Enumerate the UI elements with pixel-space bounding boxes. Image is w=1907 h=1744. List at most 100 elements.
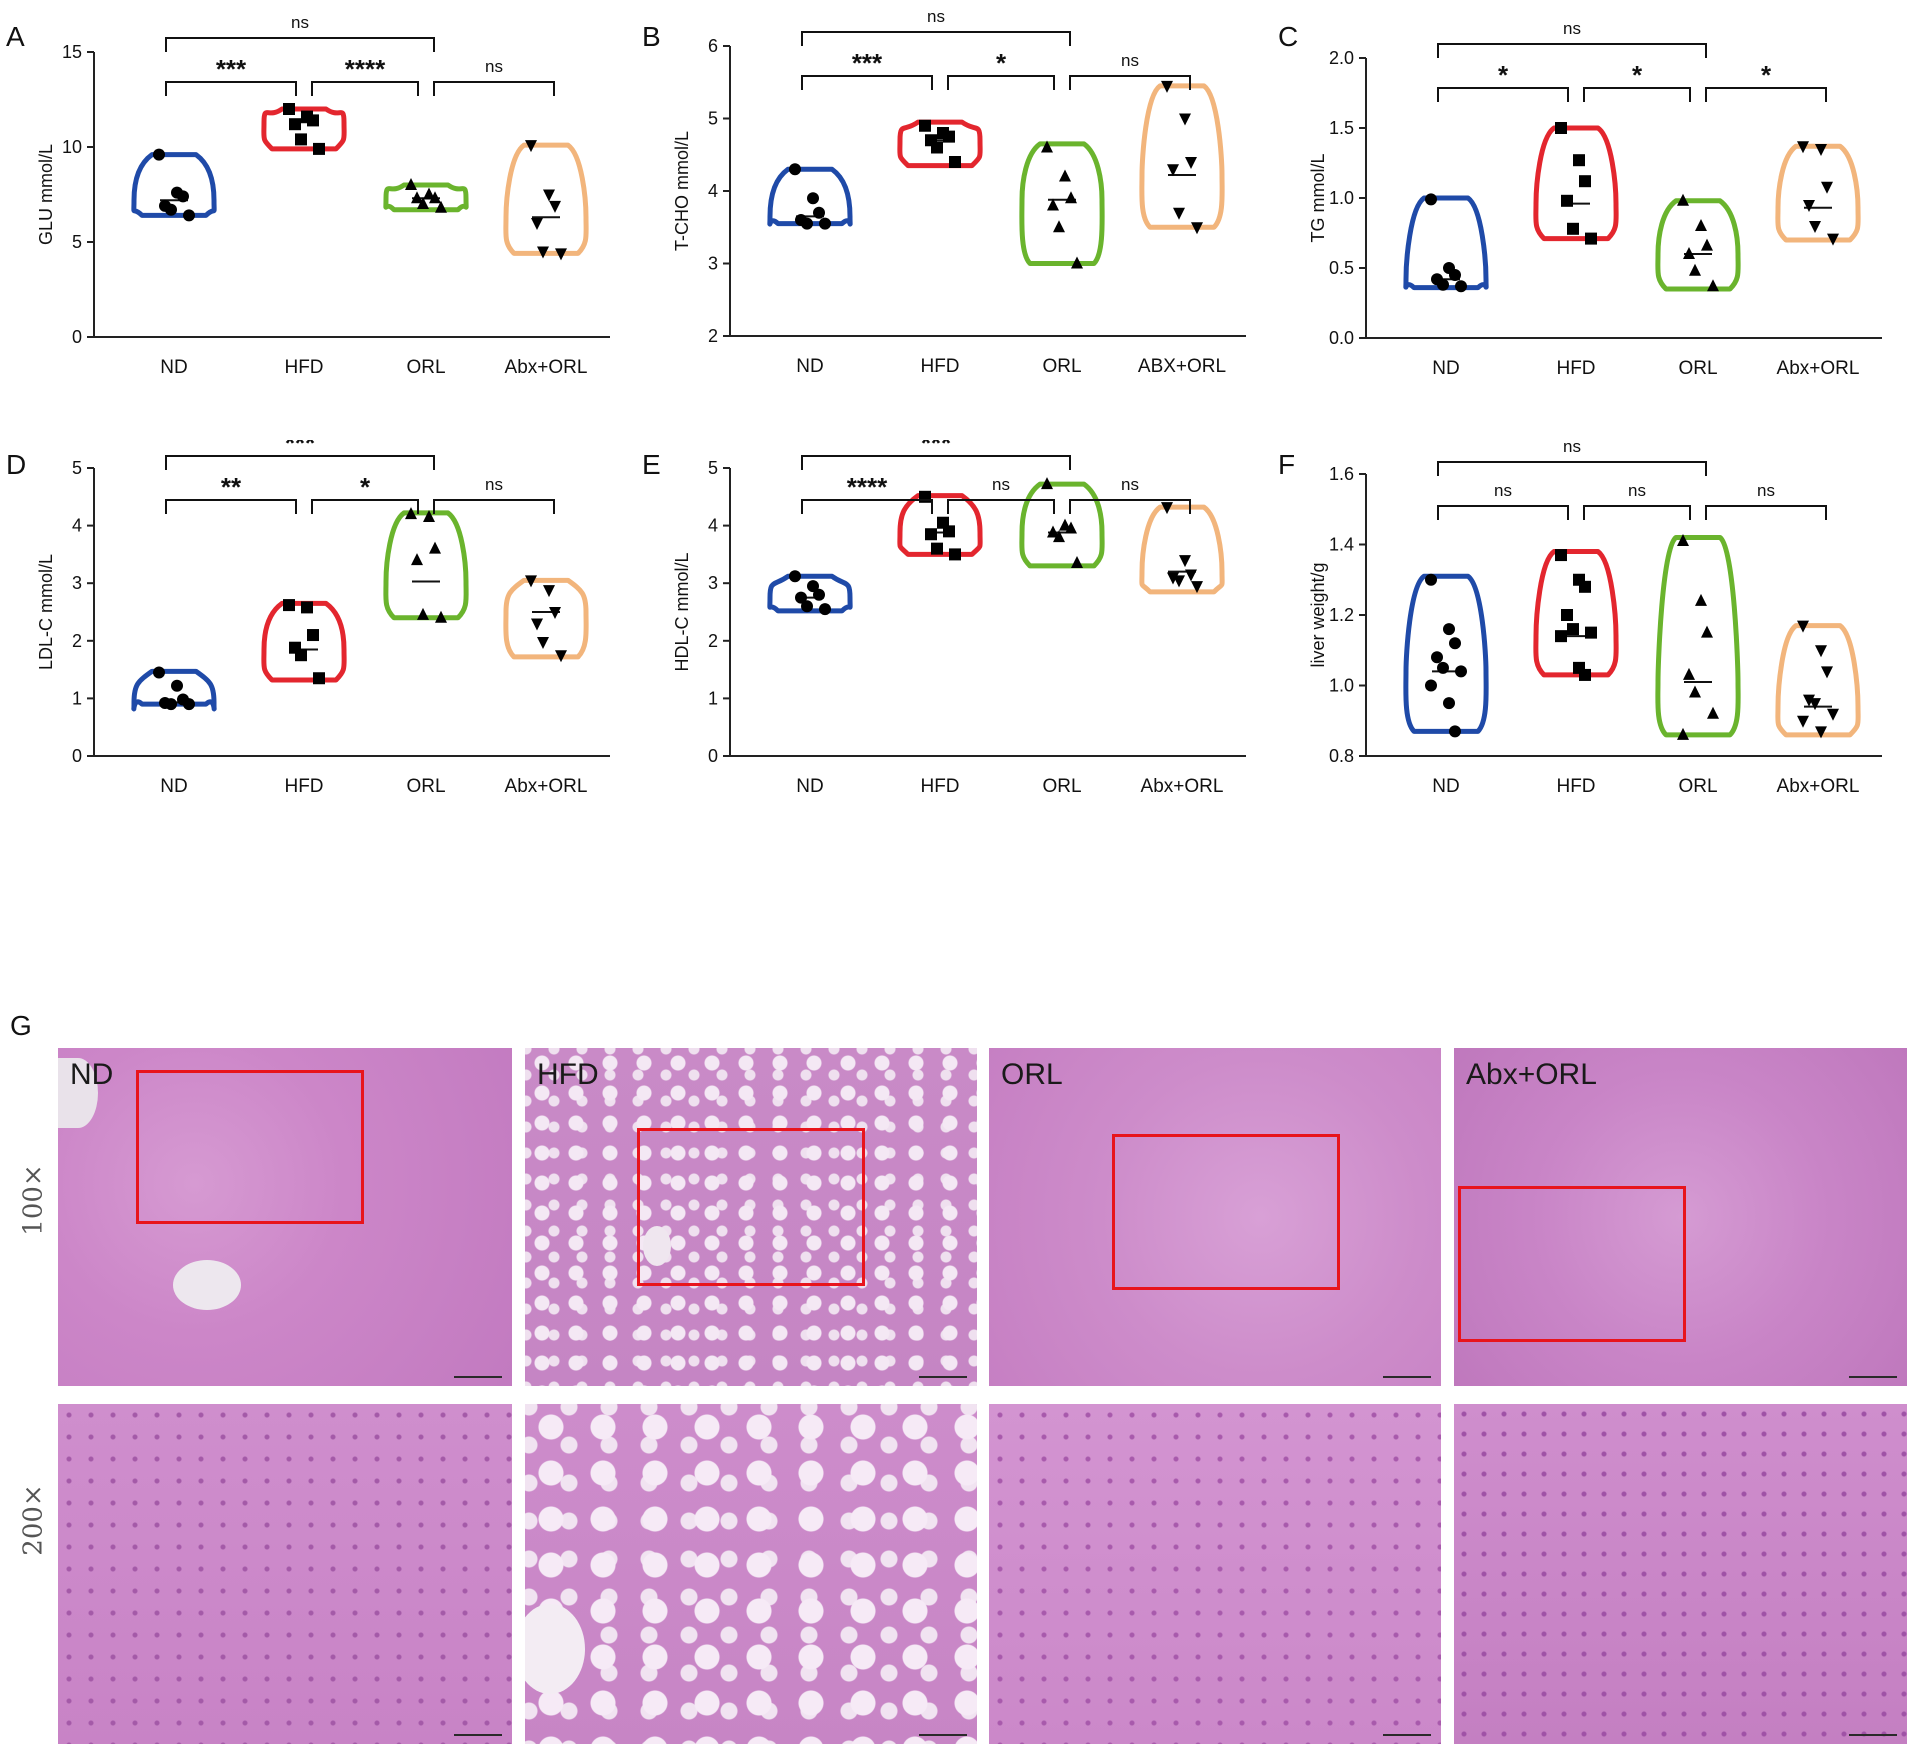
central-vein xyxy=(173,1260,241,1310)
panel-letter-c: C xyxy=(1278,21,1298,52)
data-point xyxy=(411,191,423,204)
data-point xyxy=(1689,685,1701,698)
data-point xyxy=(1449,637,1461,650)
data-point xyxy=(1707,706,1719,719)
group-label-orl: ORL xyxy=(1001,1058,1063,1091)
significance-label: *** xyxy=(852,48,883,78)
y-tick-label: 1.6 xyxy=(1329,464,1354,484)
data-point xyxy=(1437,278,1449,291)
significance-label: ns xyxy=(485,475,503,494)
significance-label: * xyxy=(360,472,371,502)
y-tick-label: 1.4 xyxy=(1329,535,1354,555)
data-point xyxy=(1827,708,1839,721)
data-point xyxy=(543,189,555,202)
significance-label: * xyxy=(1632,60,1643,90)
significance-bracket xyxy=(433,499,555,514)
data-point xyxy=(555,248,567,261)
histology-image-orl-200x xyxy=(989,1404,1441,1744)
significance-bracket xyxy=(1437,43,1707,58)
histology-image-abx-orl-100x: Abx+ORL xyxy=(1454,1048,1907,1386)
y-tick-label: 6 xyxy=(708,36,718,56)
panel-letter-f: F xyxy=(1278,449,1295,480)
x-tick-label: HFD xyxy=(1556,358,1595,379)
significance-label: ns xyxy=(485,57,503,76)
y-tick-label: 1.2 xyxy=(1329,605,1354,625)
group-label-abx-orl: Abx+ORL xyxy=(1466,1058,1597,1091)
data-point xyxy=(949,156,961,168)
data-point xyxy=(165,203,177,216)
y-tick-label: 5 xyxy=(708,109,718,129)
he-stained-tissue xyxy=(58,1404,512,1744)
he-stained-tissue xyxy=(525,1404,977,1744)
x-tick-label: ORL xyxy=(1042,776,1081,797)
data-point xyxy=(307,629,319,642)
data-point xyxy=(789,163,801,176)
scale-bar xyxy=(1383,1376,1431,1378)
data-point xyxy=(789,570,801,583)
violin-hfd xyxy=(261,106,347,152)
data-point xyxy=(1695,593,1707,606)
violin-orl xyxy=(1655,534,1741,738)
data-point xyxy=(1701,625,1713,638)
data-point xyxy=(165,698,177,711)
violin-nd xyxy=(767,166,853,227)
data-point xyxy=(531,218,543,230)
significance-bracket xyxy=(165,499,297,514)
significance-bracket xyxy=(1437,461,1707,476)
data-point xyxy=(1071,556,1083,569)
data-point xyxy=(1053,530,1065,543)
violin-orl xyxy=(383,182,469,213)
data-point xyxy=(1443,697,1455,710)
data-point xyxy=(537,636,549,649)
data-point xyxy=(405,507,417,520)
data-point xyxy=(1677,727,1689,740)
data-point xyxy=(423,187,435,200)
data-point xyxy=(1047,198,1059,211)
data-point xyxy=(1449,725,1461,738)
histology-image-nd-200x xyxy=(58,1404,512,1744)
data-point xyxy=(555,650,567,663)
violin-orl xyxy=(1019,481,1105,569)
y-tick-label: 0 xyxy=(708,746,718,766)
violin-nd xyxy=(131,668,217,712)
significance-bracket xyxy=(1437,87,1569,102)
significance-bracket xyxy=(947,75,1055,90)
he-stained-tissue xyxy=(989,1404,1441,1744)
significance-label: *** xyxy=(216,54,247,84)
panel-letter-e: E xyxy=(642,449,661,480)
data-point xyxy=(537,246,549,259)
violin-abx-orl xyxy=(503,577,589,660)
histology-image-nd-100x: ND xyxy=(58,1048,512,1386)
data-point xyxy=(1821,181,1833,194)
panel-letter-d: D xyxy=(6,449,26,480)
x-tick-label: HFD xyxy=(920,356,959,377)
data-point xyxy=(405,178,417,190)
data-point xyxy=(153,666,165,679)
data-point xyxy=(1821,666,1833,679)
significance-bracket xyxy=(311,499,419,514)
roi-box xyxy=(1112,1134,1340,1290)
data-point xyxy=(1803,694,1815,707)
data-point xyxy=(1555,549,1567,562)
y-tick-label: 0.8 xyxy=(1329,746,1354,766)
data-point xyxy=(819,217,831,230)
data-point xyxy=(1797,620,1809,633)
violin-nd xyxy=(1403,573,1489,734)
violin-abx-orl xyxy=(1775,623,1861,738)
violin-nd xyxy=(1403,195,1489,291)
data-point xyxy=(177,190,189,203)
histology-image-hfd-200x xyxy=(525,1404,977,1744)
violin-hfd xyxy=(1533,125,1619,242)
y-tick-label: 0.5 xyxy=(1329,258,1354,278)
x-tick-label: HFD xyxy=(284,357,323,378)
violin-nd xyxy=(131,152,217,218)
he-stained-tissue xyxy=(1454,1048,1907,1386)
histology-image-hfd-100x: HFD xyxy=(525,1048,977,1386)
y-tick-label: 3 xyxy=(708,254,718,274)
data-point xyxy=(1065,521,1077,534)
scale-bar xyxy=(919,1734,967,1736)
y-axis-label: GLU mmol/L xyxy=(36,144,56,245)
y-tick-label: 1.0 xyxy=(1329,188,1354,208)
